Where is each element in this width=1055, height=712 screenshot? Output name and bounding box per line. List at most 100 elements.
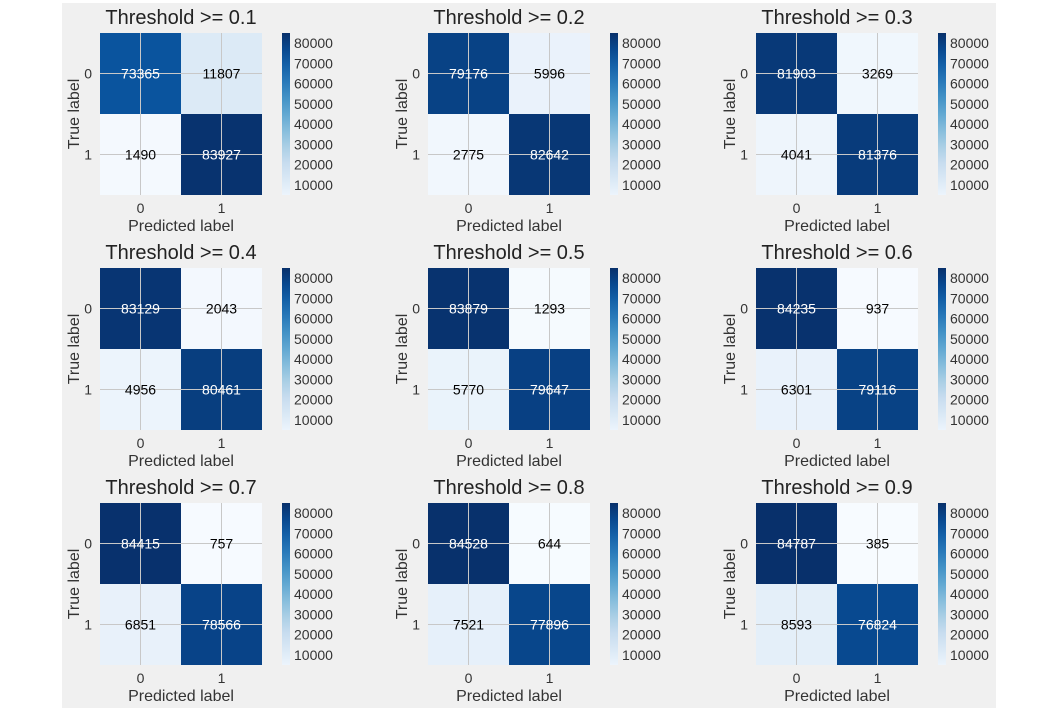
colorbar-tick-label: 80000 — [950, 505, 989, 521]
cell-value-label: 644 — [538, 536, 562, 552]
chart-title: Threshold >= 0.5 — [433, 242, 585, 264]
y-axis-label: True label — [66, 79, 83, 150]
colorbar-tick-label: 70000 — [950, 55, 989, 71]
colorbar-tick-label: 60000 — [622, 311, 661, 327]
y-tick-label: 1 — [84, 147, 92, 163]
x-tick-label: 0 — [465, 670, 473, 686]
colorbar-tick-label: 50000 — [622, 566, 661, 582]
colorbar-tick-label: 40000 — [950, 351, 989, 367]
colorbar-tick-label: 80000 — [950, 35, 989, 51]
colorbar-tick-label: 50000 — [294, 331, 333, 347]
colorbar-tick-label: 10000 — [294, 647, 333, 663]
y-tick-label: 0 — [84, 301, 92, 317]
y-tick-label: 0 — [740, 536, 748, 552]
y-axis-label: True label — [722, 549, 739, 620]
x-tick-label: 1 — [546, 670, 554, 686]
colorbar-tick-label: 40000 — [622, 116, 661, 132]
y-tick-label: 0 — [412, 536, 420, 552]
cell-value-label: 385 — [866, 536, 890, 552]
x-axis-label: Predicted label — [128, 218, 234, 235]
colorbar-tick-label: 60000 — [950, 311, 989, 327]
colorbar-tick-label: 70000 — [622, 525, 661, 541]
x-tick-label: 0 — [793, 435, 801, 451]
cell-value-label: 2043 — [206, 301, 237, 317]
x-axis-label: Predicted label — [128, 453, 234, 470]
cell-value-label: 757 — [210, 536, 234, 552]
x-axis-label: Predicted label — [456, 218, 562, 235]
x-tick-label: 1 — [218, 435, 226, 451]
colorbar-tick-label: 70000 — [622, 55, 661, 71]
x-axis-label: Predicted label — [456, 453, 562, 470]
y-tick-label: 0 — [84, 536, 92, 552]
y-tick-label: 1 — [412, 382, 420, 398]
chart-title: Threshold >= 0.8 — [433, 477, 585, 499]
colorbar-tick-label: 50000 — [622, 331, 661, 347]
y-tick-label: 0 — [412, 301, 420, 317]
cell-value-label: 84787 — [777, 536, 816, 552]
colorbar — [938, 268, 946, 430]
cell-value-label: 937 — [866, 301, 890, 317]
x-axis-label: Predicted label — [784, 453, 890, 470]
y-tick-label: 1 — [412, 147, 420, 163]
cell-value-label: 79176 — [449, 66, 488, 82]
chart-title: Threshold >= 0.7 — [105, 477, 257, 499]
cell-value-label: 84528 — [449, 536, 488, 552]
colorbar-tick-label: 40000 — [622, 351, 661, 367]
confusion-matrix-4: Threshold >= 0.4 83129 2043 4956 80461 0 1 0 1 Pr… — [62, 238, 362, 473]
y-tick-label: 1 — [412, 617, 420, 633]
colorbar-tick-label: 20000 — [294, 627, 333, 643]
cell-value-label: 84235 — [777, 301, 816, 317]
cell-value-label: 73365 — [121, 66, 160, 82]
colorbar-tick-label: 30000 — [622, 371, 661, 387]
colorbar-tick-label: 60000 — [294, 546, 333, 562]
confusion-matrix-8: Threshold >= 0.8 84528 644 7521 77896 0 1 0 1 Pre… — [390, 473, 690, 708]
colorbar-tick-label: 20000 — [622, 392, 661, 408]
cell-value-label: 8593 — [781, 617, 812, 633]
cell-value-label: 7521 — [453, 617, 484, 633]
x-tick-label: 0 — [465, 200, 473, 216]
confusion-matrix-9: Threshold >= 0.9 84787 385 8593 76824 0 1 0 1 Pre… — [718, 473, 1018, 708]
cell-value-label: 2775 — [453, 147, 484, 163]
colorbar — [938, 33, 946, 195]
confusion-matrix-5: Threshold >= 0.5 83879 1293 5770 79647 0 1 0 1 Pr… — [390, 238, 690, 473]
cell-value-label: 4041 — [781, 147, 812, 163]
x-tick-label: 1 — [218, 200, 226, 216]
colorbar-tick-label: 30000 — [950, 606, 989, 622]
colorbar-tick-label: 50000 — [294, 566, 333, 582]
colorbar-tick-label: 10000 — [622, 412, 661, 428]
cell-value-label: 81376 — [858, 147, 897, 163]
y-tick-label: 1 — [740, 617, 748, 633]
x-tick-label: 0 — [793, 200, 801, 216]
colorbar-tick-label: 60000 — [294, 311, 333, 327]
heatmap-svg: 83879 1293 5770 79647 0 1 0 1 Predicted label Tru… — [394, 268, 661, 470]
y-tick-label: 0 — [84, 66, 92, 82]
colorbar-tick-label: 10000 — [294, 412, 333, 428]
heatmap-svg: 84235 937 6301 79116 0 1 0 1 Predicted label True… — [722, 268, 989, 470]
y-tick-label: 0 — [740, 301, 748, 317]
colorbar-tick-label: 40000 — [294, 116, 333, 132]
colorbar-tick-label: 80000 — [950, 270, 989, 286]
colorbar-tick-label: 30000 — [622, 606, 661, 622]
colorbar-tick-label: 50000 — [950, 331, 989, 347]
x-tick-label: 1 — [874, 670, 882, 686]
colorbar-tick-label: 60000 — [622, 546, 661, 562]
colorbar-tick-label: 80000 — [622, 35, 661, 51]
heatmap-svg: 84787 385 8593 76824 0 1 0 1 Predicted label True… — [722, 503, 989, 705]
confusion-matrix-3: Threshold >= 0.3 81903 3269 4041 81376 0 1 0 1 Pr… — [718, 3, 1018, 238]
colorbar-tick-label: 60000 — [294, 76, 333, 92]
colorbar-tick-label: 80000 — [294, 35, 333, 51]
colorbar-tick-label: 50000 — [622, 96, 661, 112]
cell-value-label: 79116 — [859, 382, 897, 398]
cell-value-label: 4956 — [125, 382, 156, 398]
cell-value-label: 76824 — [858, 617, 897, 633]
colorbar-tick-label: 20000 — [622, 627, 661, 643]
colorbar-tick-label: 20000 — [294, 157, 333, 173]
colorbar — [282, 268, 290, 430]
cell-value-label: 5770 — [453, 382, 484, 398]
cell-value-label: 81903 — [777, 66, 816, 82]
cell-value-label: 77896 — [530, 617, 569, 633]
colorbar-tick-label: 40000 — [294, 351, 333, 367]
cell-value-label: 84415 — [121, 536, 160, 552]
x-tick-label: 1 — [218, 670, 226, 686]
colorbar-tick-label: 30000 — [294, 371, 333, 387]
